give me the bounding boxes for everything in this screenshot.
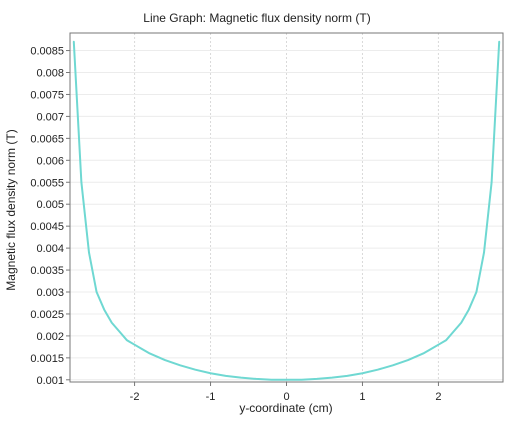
y-tick-label: 0.006	[36, 155, 64, 167]
y-tick-label: 0.0055	[30, 177, 64, 189]
x-tick-label: 0	[283, 391, 289, 403]
grid-lines	[70, 33, 503, 382]
y-tick-label: 0.008	[36, 68, 64, 80]
y-tick-label: 0.005	[36, 199, 64, 211]
y-tick-label: 0.0085	[30, 46, 64, 58]
y-tick-label: 0.0045	[30, 221, 64, 233]
y-tick-label: 0.0075	[30, 89, 64, 101]
x-tick-label: 2	[435, 391, 441, 403]
x-tick-label: -1	[206, 391, 216, 403]
y-tick-label: 0.004	[36, 243, 64, 255]
y-axis-label: Magnetic flux density norm (T)	[4, 129, 18, 290]
y-tick-label: 0.0025	[30, 309, 64, 321]
y-tick-label: 0.002	[36, 331, 64, 343]
y-tick-label: 0.0035	[30, 265, 64, 277]
x-tick-label: 1	[359, 391, 365, 403]
y-tick-label: 0.0015	[30, 353, 64, 365]
chart-title: Line Graph: Magnetic flux density norm (…	[143, 11, 370, 25]
y-tick-label: 0.001	[36, 375, 64, 387]
series-line	[72, 40, 501, 381]
y-tick-label: 0.007	[36, 111, 64, 123]
x-axis-ticks: -2 -1 0 1 2	[130, 382, 441, 403]
y-tick-label: 0.003	[36, 287, 64, 299]
x-axis-label: y-coordinate (cm)	[239, 401, 332, 415]
y-axis-ticks: 0.001 0.0015 0.002 0.0025 0.003 0.0035 0.004 0.…	[30, 46, 70, 387]
x-tick-label: -2	[130, 391, 140, 403]
y-tick-label: 0.0065	[30, 133, 64, 145]
